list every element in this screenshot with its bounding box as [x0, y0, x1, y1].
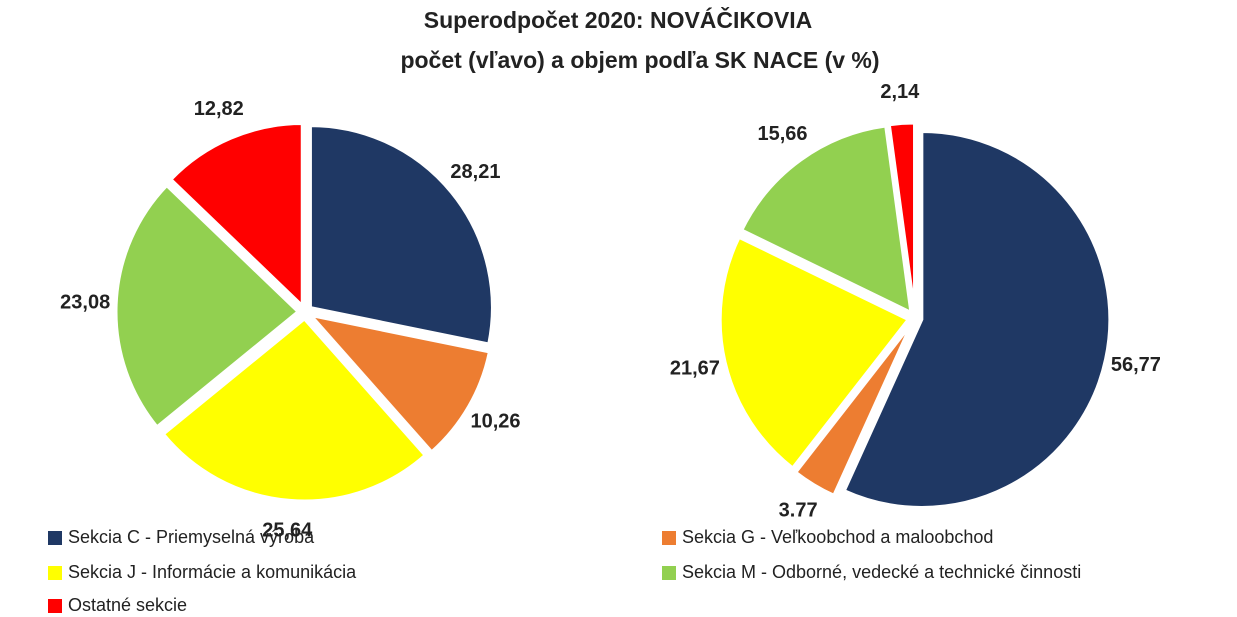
value-label: 28,21	[450, 161, 500, 183]
legend-swatch	[48, 566, 62, 580]
pie-slice	[887, 121, 917, 312]
pie-slice	[718, 235, 911, 470]
pie-slice	[161, 316, 428, 503]
value-label: 10,26	[470, 410, 520, 432]
value-label: 15,66	[757, 123, 807, 145]
pie-slice	[793, 323, 913, 498]
pie-slice	[114, 183, 301, 429]
legend-swatch	[662, 531, 676, 545]
value-label: 56,77	[1111, 354, 1161, 376]
value-label: 21,67	[670, 357, 720, 379]
chart-title: Superodpočet 2020: NOVÁČIKOVIA	[424, 6, 813, 33]
pie-slice	[739, 124, 913, 315]
legend-label: Sekcia M - Odborné, vedecké a technické …	[682, 562, 1081, 582]
legend-label: Ostatné sekcie	[68, 595, 187, 615]
pie-slice	[308, 124, 494, 346]
pie-slice	[306, 313, 492, 454]
legend-label: Sekcia C - Priemyselná výroba	[68, 527, 315, 547]
value-label: 23,08	[60, 291, 110, 313]
legend-label: Sekcia G - Veľkoobchod a maloobchod	[682, 527, 993, 547]
pie-slice	[842, 129, 1112, 509]
legend-label: Sekcia J - Informácie a komunikácia	[68, 562, 357, 582]
pie-slice	[168, 122, 304, 310]
value-label: 3.77	[779, 500, 818, 522]
value-label: 12,82	[194, 98, 244, 120]
legend-swatch	[48, 531, 62, 545]
chart-subtitle: počet (vľavo) a objem podľa SK NACE (v %…	[400, 47, 879, 73]
legend-swatch	[48, 599, 62, 613]
value-label: 2,14	[880, 81, 920, 103]
legend-swatch	[662, 566, 676, 580]
value-label: 25,64	[262, 520, 313, 542]
